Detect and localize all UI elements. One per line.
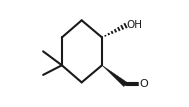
Text: O: O: [139, 79, 148, 89]
Polygon shape: [102, 65, 127, 87]
Text: OH: OH: [127, 20, 143, 30]
